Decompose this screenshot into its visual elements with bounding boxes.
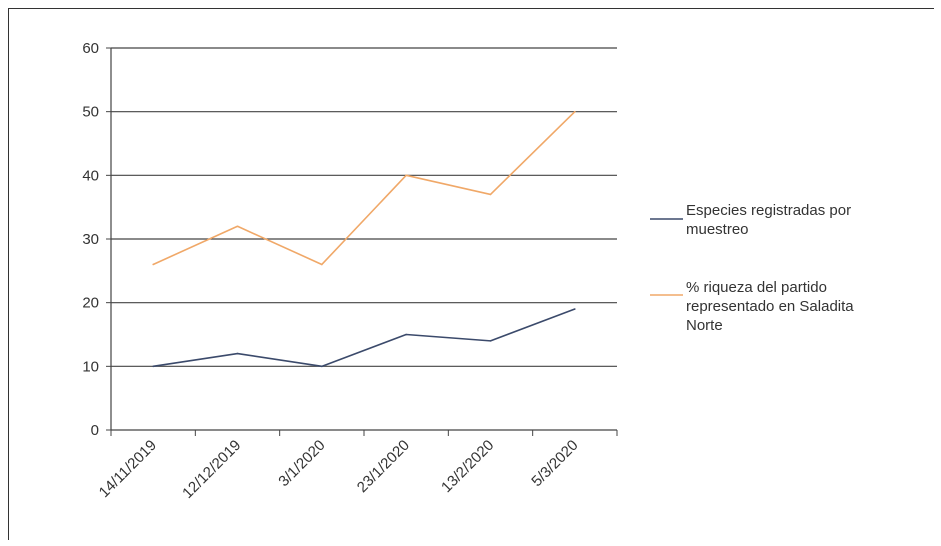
series-line-1 <box>152 111 576 266</box>
y-tick-label-60: 60 <box>82 40 99 57</box>
legend-label-riqueza-line1: % riqueza del partido <box>686 279 827 296</box>
legend-label-especies-line2: muestreo <box>686 221 749 238</box>
x-tick-label-3: 23/1/2020 <box>354 437 413 496</box>
x-tick-label-0: 14/11/2019 <box>96 437 160 501</box>
data-point-0-0 <box>152 365 154 368</box>
legend-label-especies: Especies registradas por muestreo <box>686 202 855 238</box>
y-tick-labels: 0 10 20 30 40 50 60 <box>82 40 99 439</box>
legend-label-riqueza: % riqueza del partido representado en Sa… <box>686 279 858 334</box>
legend: Especies registradas por muestreo % riqu… <box>650 202 858 334</box>
data-point-0-3 <box>405 333 407 336</box>
x-tick-labels: 14/11/2019 12/12/2019 3/1/2020 23/1/2020 13/… <box>96 437 582 502</box>
legend-label-riqueza-line3: Norte <box>686 317 723 334</box>
y-tick-label-40: 40 <box>82 167 99 184</box>
data-point-0-4 <box>489 340 492 342</box>
legend-label-especies-line1: Especies registradas por <box>686 202 851 219</box>
data-point-1-0 <box>152 263 154 266</box>
series-lines <box>152 110 576 368</box>
series-line-0 <box>153 308 576 368</box>
y-tick-label-20: 20 <box>82 295 99 312</box>
legend-label-riqueza-line2: representado en Saladita <box>686 298 854 315</box>
x-tick-label-2: 3/1/2020 <box>275 437 328 490</box>
data-point-1-2 <box>321 263 323 266</box>
y-tick-label-0: 0 <box>91 422 99 439</box>
data-point-1-3 <box>405 174 407 177</box>
data-point-0-1 <box>236 352 239 355</box>
axes <box>106 47 618 436</box>
data-point-0-2 <box>321 365 323 368</box>
data-point-1-4 <box>489 193 492 196</box>
y-tick-label-50: 50 <box>82 104 99 121</box>
gridlines <box>111 47 617 367</box>
data-point-1-1 <box>236 225 239 228</box>
data-point-0-5 <box>574 308 576 310</box>
x-tick-label-5: 5/3/2020 <box>528 437 581 490</box>
x-tick-label-4: 13/2/2020 <box>438 437 497 496</box>
chart-frame <box>8 8 934 540</box>
y-tick-label-30: 30 <box>82 231 99 248</box>
y-tick-label-10: 10 <box>82 358 99 375</box>
x-tick-label-1: 12/12/2019 <box>179 437 244 502</box>
data-point-1-5 <box>574 110 576 113</box>
